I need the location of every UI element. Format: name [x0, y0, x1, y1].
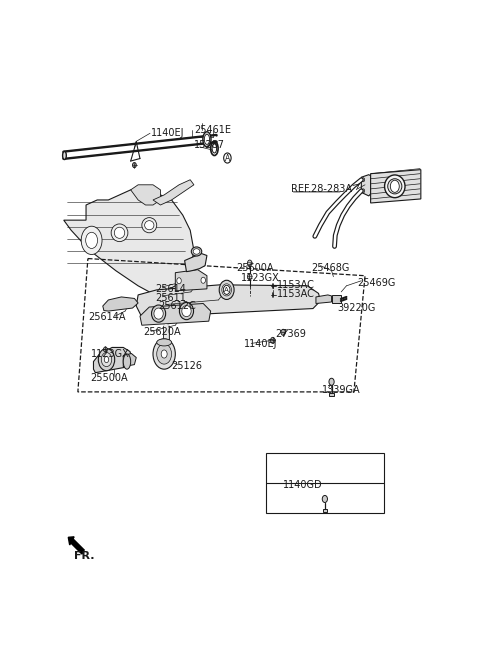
Ellipse shape [62, 152, 66, 159]
Text: 25469G: 25469G [358, 277, 396, 288]
Circle shape [153, 339, 175, 369]
Text: 1153AC: 1153AC [277, 280, 315, 290]
Circle shape [322, 495, 327, 502]
Ellipse shape [114, 227, 125, 238]
Text: 25600A: 25600A [237, 262, 274, 273]
Ellipse shape [192, 247, 202, 256]
Circle shape [101, 352, 112, 367]
Circle shape [390, 180, 399, 192]
Ellipse shape [157, 339, 172, 346]
Circle shape [104, 357, 109, 363]
Circle shape [161, 350, 167, 358]
Bar [266, 453, 384, 513]
FancyArrow shape [68, 537, 84, 554]
Text: 15287: 15287 [194, 140, 225, 150]
Circle shape [329, 379, 334, 385]
Text: 1123GX: 1123GX [91, 348, 129, 359]
Polygon shape [153, 180, 194, 205]
Text: 25620A: 25620A [144, 327, 181, 337]
Circle shape [224, 153, 231, 163]
Bar [332, 295, 341, 303]
Circle shape [362, 178, 365, 182]
Polygon shape [94, 348, 132, 373]
Bar [323, 509, 327, 512]
Text: 39220G: 39220G [337, 303, 375, 313]
Ellipse shape [182, 306, 191, 317]
Ellipse shape [123, 354, 131, 369]
Polygon shape [103, 297, 138, 311]
Ellipse shape [111, 224, 128, 241]
Ellipse shape [219, 280, 234, 299]
Polygon shape [64, 190, 194, 296]
Text: 25612C: 25612C [158, 301, 196, 311]
Text: 1339GA: 1339GA [322, 385, 361, 395]
Text: 27369: 27369 [275, 329, 306, 339]
Circle shape [81, 226, 102, 255]
Polygon shape [123, 354, 136, 367]
Polygon shape [136, 285, 321, 317]
Circle shape [248, 260, 252, 266]
Text: 25614: 25614 [155, 284, 186, 294]
Polygon shape [371, 170, 421, 203]
Text: 1123GX: 1123GX [241, 273, 280, 283]
Bar [329, 393, 334, 396]
Ellipse shape [152, 305, 166, 322]
Ellipse shape [193, 249, 200, 255]
Ellipse shape [154, 308, 163, 319]
Circle shape [104, 347, 107, 352]
Polygon shape [140, 304, 211, 325]
Circle shape [85, 232, 97, 249]
Text: 1140EJ: 1140EJ [151, 129, 185, 138]
Ellipse shape [142, 218, 157, 233]
Polygon shape [64, 135, 216, 159]
Text: 25611: 25611 [155, 293, 186, 303]
Circle shape [223, 285, 230, 295]
Ellipse shape [204, 134, 210, 144]
Circle shape [248, 274, 252, 279]
Text: 25468G: 25468G [311, 262, 349, 273]
Circle shape [98, 348, 115, 371]
Ellipse shape [222, 284, 231, 296]
Text: REF.28-283A: REF.28-283A [290, 184, 352, 194]
Polygon shape [175, 270, 207, 291]
Text: 25614A: 25614A [88, 312, 125, 322]
Text: 1140GD: 1140GD [282, 480, 322, 490]
Circle shape [177, 277, 181, 284]
Ellipse shape [388, 178, 402, 194]
Text: 25126: 25126 [171, 361, 202, 371]
Circle shape [157, 344, 172, 364]
Circle shape [201, 277, 205, 283]
Circle shape [281, 329, 286, 335]
Polygon shape [316, 295, 332, 304]
Ellipse shape [144, 220, 154, 230]
Text: 1153AC: 1153AC [277, 289, 315, 299]
Text: 1140EJ: 1140EJ [244, 339, 277, 350]
Text: A: A [225, 154, 230, 163]
Ellipse shape [212, 144, 216, 153]
Polygon shape [361, 174, 371, 196]
Text: 25461E: 25461E [194, 125, 231, 135]
Ellipse shape [384, 175, 405, 197]
Circle shape [362, 189, 365, 193]
Text: 25500A: 25500A [91, 373, 128, 382]
Polygon shape [131, 185, 160, 205]
Polygon shape [185, 253, 207, 272]
Circle shape [271, 337, 275, 343]
Text: A: A [224, 287, 229, 293]
Ellipse shape [203, 132, 211, 147]
Ellipse shape [180, 302, 193, 319]
Text: FR.: FR. [74, 550, 95, 561]
Circle shape [132, 163, 136, 168]
